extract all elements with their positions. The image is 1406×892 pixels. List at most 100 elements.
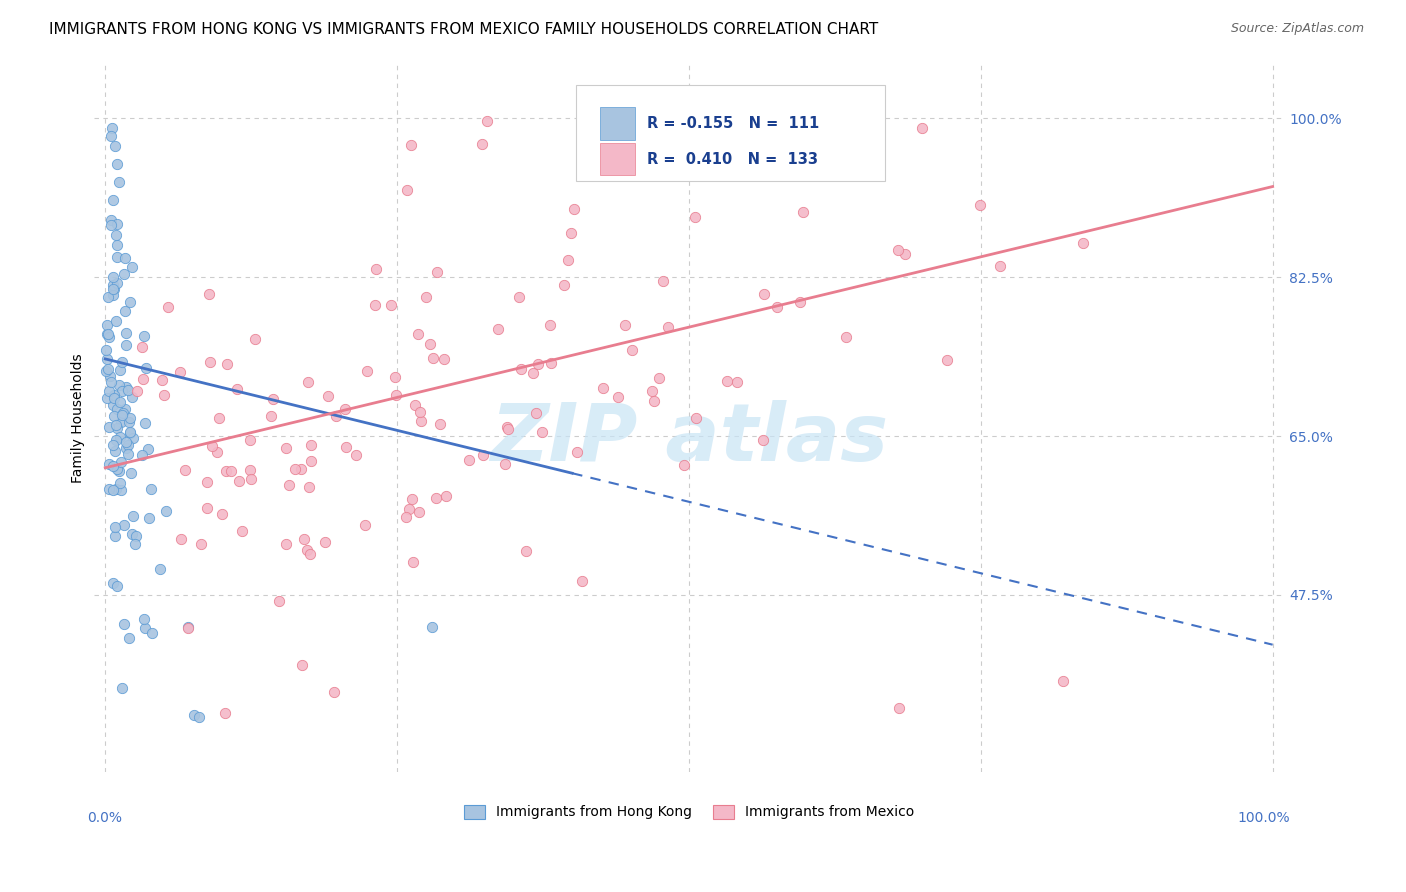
Point — [183, 708, 205, 723]
Point — [527, 357, 550, 371]
Point — [243, 332, 266, 346]
Text: 100.0%: 100.0% — [1237, 811, 1291, 824]
Point — [716, 374, 738, 388]
Point — [117, 383, 139, 397]
Point — [115, 434, 138, 449]
Point — [239, 463, 262, 477]
Point — [96, 343, 118, 358]
Point — [103, 398, 125, 412]
Point — [752, 286, 775, 301]
Text: 0.0%: 0.0% — [87, 811, 122, 824]
Point — [530, 425, 553, 439]
Point — [150, 373, 173, 387]
Point — [121, 390, 143, 404]
Point — [98, 482, 121, 496]
FancyBboxPatch shape — [599, 143, 636, 176]
Point — [108, 464, 131, 478]
Point — [118, 425, 141, 439]
Point — [105, 402, 128, 417]
Point — [1052, 673, 1074, 688]
Point — [97, 290, 120, 304]
Point — [108, 363, 131, 377]
Point — [136, 442, 159, 457]
Point — [433, 352, 456, 367]
Point — [103, 193, 125, 207]
Point — [96, 318, 118, 332]
Point — [457, 452, 479, 467]
Point — [239, 433, 262, 447]
Point — [685, 411, 707, 425]
Point — [114, 379, 136, 393]
Point — [100, 375, 122, 389]
FancyBboxPatch shape — [599, 107, 636, 139]
Point — [486, 322, 509, 336]
Point — [641, 384, 664, 399]
Point — [395, 510, 418, 524]
Point — [131, 340, 153, 354]
Point — [228, 474, 250, 488]
Point — [110, 429, 132, 443]
Point — [835, 329, 858, 343]
Point — [110, 415, 132, 429]
Point — [887, 244, 910, 258]
Point — [105, 237, 128, 252]
Point — [792, 204, 814, 219]
Point — [105, 250, 128, 264]
Point — [651, 274, 673, 288]
Point — [648, 370, 671, 384]
Point — [396, 183, 419, 197]
Point — [110, 395, 132, 409]
Point — [121, 431, 143, 445]
Point — [103, 138, 125, 153]
Point — [284, 462, 307, 476]
Point — [276, 441, 298, 455]
Point — [118, 632, 141, 646]
Point — [120, 410, 142, 425]
Point — [97, 384, 120, 399]
Point — [526, 406, 548, 420]
Point — [988, 259, 1011, 273]
Point — [121, 260, 143, 274]
Point — [190, 537, 212, 551]
Point — [522, 366, 544, 380]
Point — [124, 537, 146, 551]
Point — [96, 351, 118, 366]
Point — [115, 337, 138, 351]
Point — [496, 420, 519, 434]
Point — [114, 304, 136, 318]
Point — [752, 433, 775, 447]
Point — [97, 327, 120, 342]
Point — [101, 282, 124, 296]
Point — [170, 532, 193, 546]
Point — [101, 288, 124, 302]
Point — [198, 287, 221, 301]
Point — [401, 138, 423, 153]
Point — [112, 405, 135, 419]
Point — [104, 482, 127, 496]
Point — [108, 475, 131, 490]
Point — [571, 574, 593, 588]
Point — [415, 290, 437, 304]
Point — [111, 355, 134, 369]
Point — [335, 441, 357, 455]
Point — [169, 365, 191, 379]
Point — [364, 262, 387, 277]
Point — [207, 410, 229, 425]
Point — [408, 505, 430, 519]
Point — [643, 393, 665, 408]
Point — [515, 544, 537, 558]
Point — [104, 313, 127, 327]
Point — [118, 415, 141, 429]
Point — [231, 524, 253, 538]
Point — [104, 433, 127, 447]
Point — [725, 375, 748, 389]
Point — [195, 475, 218, 489]
Point — [108, 175, 131, 189]
Point — [98, 330, 121, 344]
Point — [384, 388, 406, 402]
Point — [211, 507, 233, 521]
Point — [363, 298, 385, 312]
Point — [108, 377, 131, 392]
Point — [969, 198, 991, 212]
Point — [201, 439, 224, 453]
